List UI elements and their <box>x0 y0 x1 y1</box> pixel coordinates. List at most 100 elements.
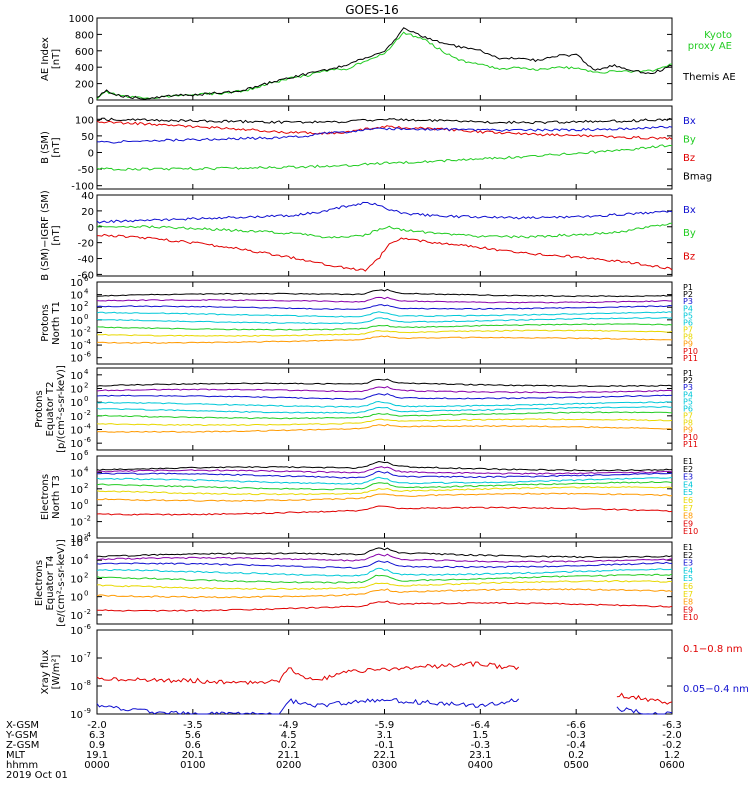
legend-entry: P2 <box>683 290 693 299</box>
y-tick-label: 10 <box>70 354 83 365</box>
y-tick-label: 10 <box>70 682 83 693</box>
y-tick-label: 10 <box>70 426 83 437</box>
x-axis-value: -2.0 <box>87 720 107 731</box>
y-axis-label: Protons <box>40 304 51 341</box>
x-axis-value: 21.1 <box>278 750 300 761</box>
channel-trace <box>96 460 673 472</box>
legend-entry: P11 <box>683 440 698 449</box>
x-axis-value: 0000 <box>84 760 109 771</box>
legend-entry: Bz <box>683 251 695 262</box>
y-tick-label: -60 <box>78 270 94 281</box>
x-axis-value: 0.9 <box>89 740 105 751</box>
y-axis-label: Electrons <box>34 560 45 606</box>
channel-trace <box>96 466 673 475</box>
y-tick-label: 10 <box>70 538 83 549</box>
x-axis-value: 0200 <box>276 760 301 771</box>
x-axis-value: 0600 <box>659 760 684 771</box>
channel-trace <box>96 378 673 388</box>
y-tick-label: -100 <box>71 182 94 193</box>
legend-entry: E7 <box>683 590 693 599</box>
x-axis-value: 3.1 <box>377 730 393 741</box>
legend-entry: E3 <box>683 559 693 568</box>
legend-entry: Themis AE <box>682 72 736 83</box>
channel-trace <box>96 553 673 563</box>
channel-trace <box>96 317 673 325</box>
y-tick-label: 2 <box>84 571 88 579</box>
x-axis-value: -5.9 <box>375 720 395 731</box>
legend-entry: P7 <box>683 412 693 421</box>
y-tick-label: 200 <box>75 80 94 91</box>
y-tick-label: 10 <box>70 328 83 339</box>
x-axis-value: -0.3 <box>471 740 491 751</box>
series-0-1-0-8-nm <box>96 661 673 705</box>
y-axis-label: [W/m²] <box>51 654 62 689</box>
y-tick-label: -4 <box>84 423 92 431</box>
y-tick-label: 0 <box>88 148 94 159</box>
y-axis-label: Equator T4 <box>45 556 56 611</box>
legend-entry: P11 <box>683 354 698 363</box>
y-tick-label: -4 <box>84 338 92 346</box>
y-axis-label: Electrons <box>40 474 51 520</box>
legend-entry: E5 <box>683 488 693 497</box>
legend-entry: By <box>683 228 696 239</box>
x-axis-value: -0.2 <box>662 740 682 751</box>
panel-1: AE Index [nT] 1000 800 600 400 200 0 Kyotoproxy … <box>40 14 736 107</box>
legend-entry: P9 <box>683 426 693 435</box>
y-tick-label: 4 <box>84 288 89 296</box>
y-tick-label: 800 <box>75 30 94 41</box>
legend-entry: E4 <box>683 480 693 489</box>
y-axis-label: [nT] <box>51 137 62 157</box>
legend-entry: P3 <box>683 383 693 392</box>
legend-entry: E6 <box>683 582 693 591</box>
panel-2: B (SM) [nT] 100 50 0 -50 -100 Bx By Bz Bmag <box>40 105 712 193</box>
channel-trace <box>96 323 673 331</box>
channel-trace <box>96 600 673 612</box>
channel-trace <box>96 588 673 599</box>
y-tick-label: 10 <box>70 452 83 463</box>
channel-trace <box>96 567 673 577</box>
legend-entry: E2 <box>683 551 693 560</box>
plot-title: GOES-16 <box>345 3 399 17</box>
y-tick-label: 0 <box>88 223 94 234</box>
x-axis-value: 23.1 <box>469 750 491 761</box>
legend-entry: E8 <box>683 598 693 607</box>
channel-trace <box>96 311 673 318</box>
legend-entry: E3 <box>683 473 693 482</box>
y-tick-label: 10 <box>70 341 83 352</box>
y-tick-label: 2 <box>84 300 88 308</box>
y-axis-label: Protons <box>34 390 45 427</box>
y-tick-label: 10 <box>70 371 83 382</box>
y-tick-label: 2 <box>84 482 88 490</box>
series-0-05-0-4-nm <box>96 698 673 715</box>
x-axis-row-label: X-GSM <box>6 720 39 731</box>
y-tick-label: 0 <box>84 395 88 403</box>
y-tick-label: 10 <box>70 485 83 496</box>
y-tick-label: 10 <box>70 439 83 450</box>
channel-trace <box>96 406 672 414</box>
x-axis-value: 0.2 <box>281 740 297 751</box>
y-tick-label: 10 <box>70 501 83 512</box>
channel-trace <box>96 573 673 584</box>
x-axis-value: 20.1 <box>182 750 204 761</box>
channel-trace <box>96 560 673 569</box>
legend-entry: 0.05−0.4 nm <box>683 684 749 695</box>
legend-entry: E4 <box>683 566 693 575</box>
legend-entry: E2 <box>683 465 693 474</box>
legend-entry: P3 <box>683 297 693 306</box>
y-tick-label: -4 <box>84 531 92 539</box>
panel-8: Xray flux [W/m²]10-610-710-810 -90.1−0.8 n… <box>40 623 749 721</box>
x-axis-value: -6.4 <box>471 720 491 731</box>
channel-trace <box>96 505 673 516</box>
channel-trace <box>96 288 673 298</box>
y-tick-label: 40 <box>81 191 94 202</box>
channel-trace <box>96 418 673 427</box>
y-tick-label: -2 <box>84 515 91 523</box>
legend-entry: E9 <box>683 519 693 528</box>
x-axis-value: 22.1 <box>373 750 395 761</box>
legend-entry: proxy AE <box>688 41 732 52</box>
x-axis-value: 6.3 <box>89 730 105 741</box>
y-tick-label: 6 <box>84 449 89 457</box>
x-axis-value: 4.5 <box>281 730 297 741</box>
y-tick-label: -2 <box>84 608 91 616</box>
